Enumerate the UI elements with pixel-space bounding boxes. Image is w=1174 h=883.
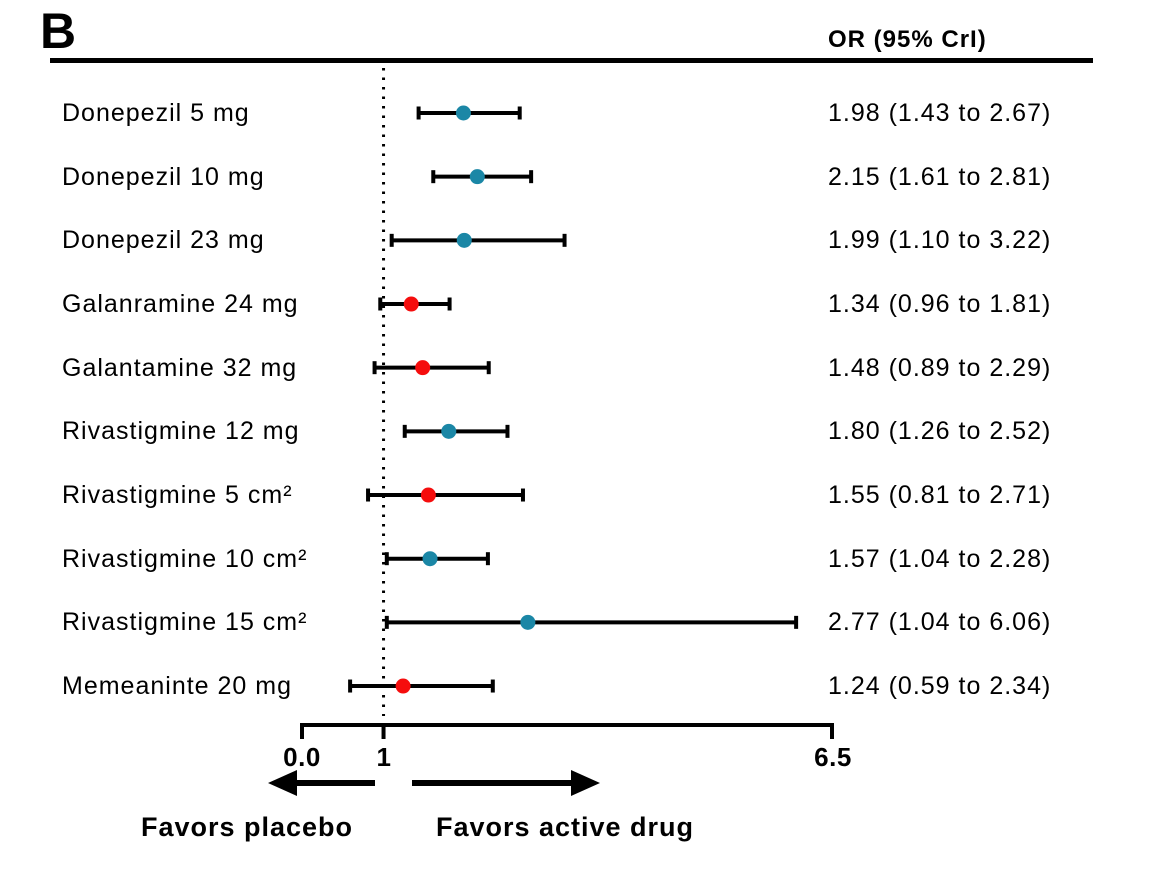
row-label: Memeaninte 20 mg [62, 672, 293, 701]
or-point-dot [441, 423, 457, 439]
row-label: Galanramine 24 mg [62, 290, 299, 318]
row-or-value: 1.80 (1.26 to 2.52) [828, 417, 1052, 446]
left-arrow-icon [268, 770, 297, 796]
axis-tick-label-0: 0.0 [283, 742, 321, 772]
row-or-value: 1.57 (1.04 to 2.28) [828, 544, 1052, 573]
panel-label: B [40, 3, 78, 59]
row-or-value: 1.34 (0.96 to 1.81) [828, 290, 1052, 318]
row-label: Rivastigmine 15 cm² [62, 608, 308, 637]
row-or-value: 1.48 (0.89 to 2.29) [828, 353, 1052, 382]
column-header-or-ci: OR (95% CrI) [828, 26, 987, 53]
row-or-value: 2.15 (1.61 to 2.81) [828, 162, 1052, 191]
row-or-value: 1.99 (1.10 to 3.22) [828, 226, 1052, 255]
row-or-value: 1.98 (1.43 to 2.67) [828, 99, 1052, 127]
or-point-dot [455, 105, 471, 121]
or-point-dot [469, 169, 485, 185]
row-label: Rivastigmine 10 cm² [62, 544, 308, 573]
or-point-dot [456, 232, 472, 248]
right-arrow-icon [571, 770, 600, 796]
or-point-dot [422, 551, 438, 567]
favors-active-drug-label: Favors active drug [435, 812, 695, 842]
axis-tick-label-max: 6.5 [814, 742, 852, 772]
row-label: Rivastigmine 12 mg [62, 417, 300, 446]
row-label: Rivastigmine 5 cm² [62, 481, 293, 510]
or-point-dot [415, 360, 431, 376]
or-point-dot [520, 614, 536, 630]
or-point-dot [403, 296, 419, 312]
row-label: Galantamine 32 mg [62, 353, 298, 382]
row-label: Donepezil 10 mg [62, 162, 265, 191]
axis-tick-label-1: 1 [376, 742, 392, 772]
favors-placebo-label: Favors placebo [140, 812, 354, 842]
row-label: Donepezil 23 mg [62, 226, 265, 255]
row-or-value: 1.55 (0.81 to 2.71) [828, 481, 1052, 510]
or-point-dot [420, 487, 436, 503]
row-label: Donepezil 5 mg [62, 99, 250, 127]
header-rule [50, 58, 1093, 63]
row-or-value: 2.77 (1.04 to 6.06) [828, 608, 1052, 637]
or-point-dot [395, 678, 411, 694]
row-or-value: 1.24 (0.59 to 2.34) [828, 672, 1052, 701]
